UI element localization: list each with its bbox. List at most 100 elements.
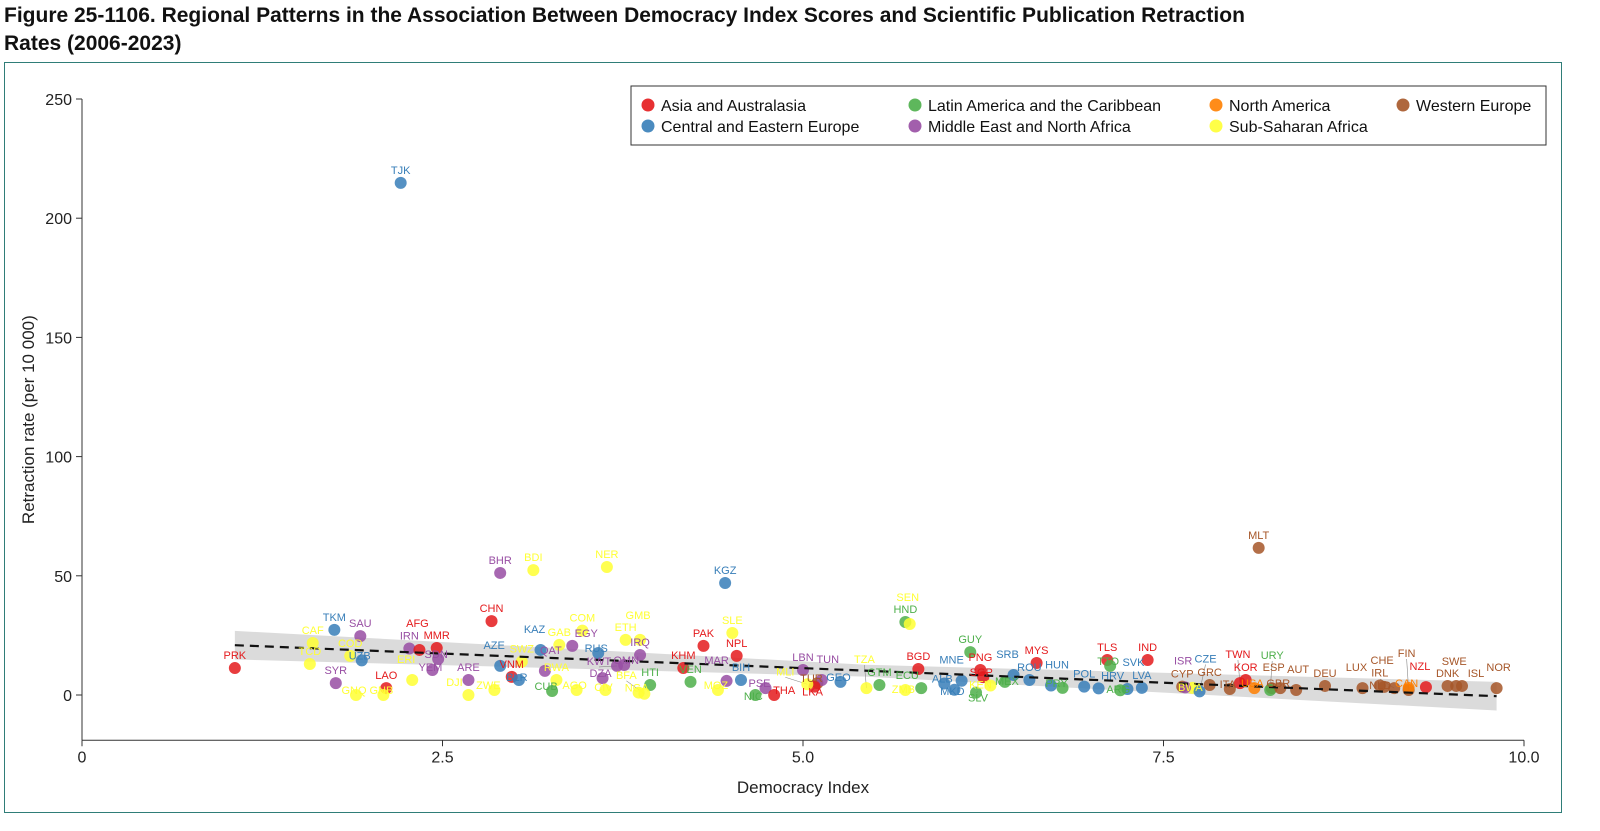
data-point-lbn (797, 663, 809, 676)
point-label-bwa: BWA (1178, 682, 1203, 694)
point-label-lva: LVA (1132, 670, 1152, 682)
data-point-cze (1193, 685, 1206, 698)
data-point-hti (644, 678, 657, 691)
point-label-rus: RUS (585, 643, 608, 655)
point-label-lbn: LBN (792, 652, 813, 664)
data-point-kaz (534, 643, 547, 656)
data-point-sdn (432, 653, 445, 666)
point-label-ecu: ECU (896, 670, 919, 682)
data-point-alb (938, 677, 951, 690)
data-point-pak (697, 639, 710, 652)
point-label-gab: GAB (548, 627, 571, 639)
point-label-tls: TLS (1097, 642, 1117, 654)
point-label-tha: THA (773, 685, 796, 697)
point-label-afg: AFG (406, 618, 429, 630)
data-point-prk (228, 662, 241, 675)
point-label-egy: EGY (575, 628, 599, 640)
point-label-blr: BLR (506, 672, 527, 684)
point-label-ury: URY (1261, 650, 1285, 662)
data-point-moz (711, 683, 724, 696)
point-label-hnd: HND (893, 604, 917, 616)
data-point-ecu (915, 682, 928, 695)
data-point-swz (515, 655, 528, 668)
point-label-tcd: TCD (299, 646, 322, 658)
point-label-lao: LAO (375, 670, 397, 682)
data-point-gnb (377, 689, 390, 701)
point-label-tkm: TKM (323, 612, 346, 624)
x-tick-label: 0 (78, 749, 87, 766)
point-label-dji: DJI (446, 677, 463, 689)
point-label-ago: AGO (562, 680, 587, 692)
data-point-tha (768, 689, 781, 701)
data-point-isl (1455, 679, 1468, 692)
y-tick-label: 250 (45, 92, 72, 109)
point-label-zwe: ZWE (476, 680, 500, 692)
x-tick-label: 10.0 (1508, 749, 1539, 766)
point-label-prk: PRK (224, 650, 247, 662)
point-label-bfa: BFA (616, 670, 637, 682)
legend-marker (908, 119, 922, 133)
legend-marker (641, 98, 655, 112)
point-label-sau: SAU (349, 618, 372, 630)
data-point-gmb (634, 633, 647, 646)
legend-label: Asia and Australasia (661, 98, 806, 115)
data-point-arg (1114, 684, 1127, 697)
data-point-sau (354, 630, 367, 643)
point-label-mlt: MLT (1248, 530, 1269, 542)
legend-marker (1209, 98, 1223, 112)
point-label-mmr: MMR (424, 630, 450, 642)
point-label-tjk: TJK (391, 165, 411, 177)
data-point-are (462, 673, 475, 686)
data-point-pol (1078, 680, 1091, 693)
data-point-bfa (638, 687, 651, 700)
point-label-khm: KHM (671, 650, 695, 662)
point-label-irn: IRN (400, 631, 419, 643)
data-point-bhr (494, 566, 507, 579)
point-label-kwt: KWT (587, 656, 612, 668)
data-point-pry (1056, 681, 1069, 694)
point-label-sle: SLE (722, 615, 743, 627)
data-point-com (576, 624, 589, 637)
data-point-mli (801, 678, 814, 691)
data-point-pse (759, 682, 772, 695)
point-label-irl: IRL (1371, 667, 1388, 679)
data-point-mlt (1252, 541, 1265, 554)
data-point-aut (1290, 683, 1303, 696)
data-point-nor (1490, 682, 1503, 695)
point-label-gnq: GNQ (341, 685, 367, 697)
point-label-lux: LUX (1346, 662, 1368, 674)
point-label-zmb: ZMB (892, 684, 915, 696)
point-label-srb: SRB (996, 649, 1019, 661)
point-label-nor: NOR (1486, 662, 1511, 674)
point-label-bih: BIH (732, 662, 750, 674)
point-label-usa: USA (1241, 678, 1264, 690)
point-label-geo: GEO (826, 672, 851, 684)
point-label-ven: VEN (679, 664, 702, 676)
point-label-tza: TZA (854, 654, 875, 666)
data-point-bdi (527, 564, 540, 577)
data-point-gtm (873, 678, 886, 691)
data-point-kgz (719, 576, 732, 589)
x-tick-label: 7.5 (1152, 749, 1174, 766)
point-label-isl: ISL (1468, 668, 1485, 680)
data-point-tza (860, 682, 873, 695)
legend-marker (641, 119, 655, 133)
data-point-ago (570, 683, 583, 696)
data-point-sen (903, 617, 916, 630)
legend-label: Sub-Saharan Africa (1229, 119, 1368, 136)
legend-label: Middle East and North Africa (928, 119, 1131, 136)
point-label-syr: SYR (324, 665, 347, 677)
legend-label: Latin America and the Caribbean (928, 98, 1161, 115)
point-label-bgd: BGD (906, 651, 930, 663)
point-label-mar: MAR (704, 655, 729, 667)
data-point-yem (426, 663, 439, 676)
point-label-cze: CZE (1195, 653, 1217, 665)
point-label-gmb: GMB (626, 610, 651, 622)
point-label-ken: KEN (969, 679, 992, 691)
point-label-aze: AZE (483, 640, 504, 652)
chart-frame (4, 62, 1562, 813)
point-label-mys: MYS (1025, 645, 1049, 657)
data-point-uzb (355, 654, 368, 667)
point-label-cyp: CYP (1171, 669, 1194, 681)
